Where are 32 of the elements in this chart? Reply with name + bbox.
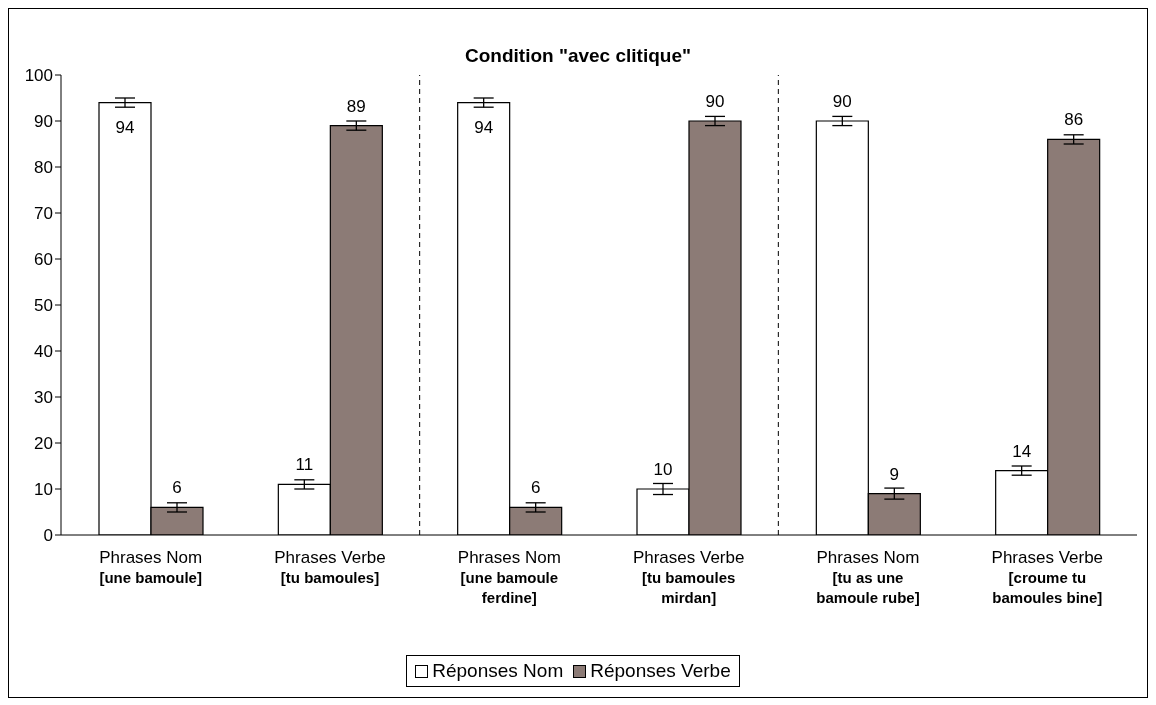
- data-label: 90: [832, 92, 852, 111]
- y-tick-label: 80: [34, 158, 53, 178]
- y-tick-label: 20: [34, 434, 53, 454]
- y-tick-label: 90: [34, 112, 53, 132]
- data-label: 9: [889, 464, 900, 484]
- data-label: 6: [172, 478, 182, 498]
- x-tick-label: Phrases Nom [une bamoule ferdine]: [457, 548, 561, 606]
- y-tick-label: 0: [43, 526, 53, 546]
- y-tick-label: 100: [24, 66, 53, 86]
- data-label: 89: [346, 96, 366, 116]
- x-tick-label: Phrases Nom [tu as une bamoule rube]: [816, 548, 920, 606]
- y-tick-label: 60: [34, 250, 53, 270]
- data-label: 86: [1064, 110, 1084, 130]
- y-tick-label: 30: [34, 388, 53, 408]
- x-tick-label: Phrases Nom [une bamoule]: [99, 548, 203, 586]
- data-label: 94: [474, 117, 494, 137]
- data-label: 14: [1012, 441, 1032, 461]
- y-tick-label: 50: [34, 296, 53, 316]
- y-tick-label: 10: [34, 480, 53, 500]
- legend-label: Réponses Nom: [431, 660, 564, 682]
- data-label: 94: [115, 117, 135, 137]
- data-label: 11: [295, 455, 314, 475]
- chart-title: Condition "avec clitique": [464, 44, 692, 67]
- x-tick-label: Phrases Verbe [tu bamoules]: [274, 548, 386, 586]
- x-tick-label: Phrases Verbe [tu bamoules mirdan]: [632, 548, 745, 606]
- x-tick-label: Phrases Verbe [croume tu bamoules bine]: [991, 548, 1104, 606]
- legend-label: Réponses Verbe: [589, 660, 731, 682]
- data-label: 10: [653, 460, 673, 479]
- data-label: 90: [705, 92, 725, 111]
- data-label: 6: [530, 478, 541, 498]
- y-tick-label: 70: [34, 204, 53, 224]
- y-tick-label: 40: [34, 342, 53, 362]
